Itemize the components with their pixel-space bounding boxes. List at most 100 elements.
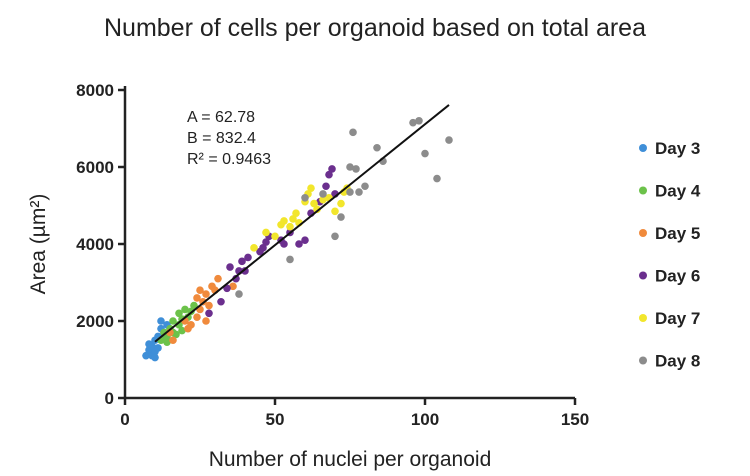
data-point: [280, 217, 288, 225]
legend-label: Day 8: [655, 352, 700, 371]
data-point: [301, 194, 309, 202]
legend-label: Day 3: [655, 139, 700, 158]
data-point: [202, 290, 210, 298]
data-point: [286, 222, 294, 231]
data-point: [214, 274, 222, 283]
data-point: [295, 240, 303, 248]
data-point: [163, 338, 171, 346]
legend-label: Day 7: [655, 309, 700, 328]
data-point: [361, 182, 369, 191]
y-tick-label: 2000: [76, 312, 114, 331]
series-day-7: [250, 184, 351, 252]
legend-label: Day 4: [655, 182, 701, 201]
data-point: [169, 336, 177, 345]
data-point: [232, 274, 240, 283]
y-tick-label: 8000: [76, 81, 114, 100]
data-point: [331, 232, 339, 241]
y-tick-label: 0: [105, 389, 114, 408]
data-point: [187, 321, 195, 329]
data-point: [349, 128, 357, 137]
annotation-line: B = 832.4: [187, 130, 256, 147]
data-point: [202, 317, 210, 325]
data-point: [409, 118, 417, 127]
data-point: [145, 340, 153, 348]
data-point: [322, 182, 330, 191]
data-point: [337, 199, 345, 208]
data-point: [226, 263, 234, 271]
data-point: [301, 236, 309, 244]
data-point: [310, 199, 318, 208]
data-point: [286, 255, 294, 264]
chart-title: Number of cells per organoid based on to…: [104, 14, 646, 42]
data-point: [241, 267, 249, 275]
y-tick-label: 4000: [76, 235, 114, 254]
legend-label: Day 5: [655, 224, 700, 243]
data-point: [433, 174, 441, 183]
data-point: [175, 309, 183, 318]
data-point: [328, 165, 336, 173]
x-tick-label: 0: [120, 410, 129, 429]
data-point: [319, 190, 327, 198]
series-day-6: [205, 165, 339, 318]
ticks: 0 2000 4000 6000 8000 0 50 100 150: [76, 81, 589, 429]
data-point: [262, 238, 270, 246]
data-point: [415, 117, 423, 125]
legend-marker: [639, 356, 647, 365]
data-point: [259, 244, 267, 252]
data-point: [196, 286, 204, 295]
axes: [123, 86, 575, 400]
data-point: [157, 317, 165, 325]
data-point: [355, 188, 363, 196]
legend-marker: [639, 144, 647, 152]
data-point: [325, 170, 333, 179]
data-point: [289, 215, 297, 223]
data-point: [421, 149, 429, 158]
data-point: [445, 136, 453, 144]
data-point: [331, 207, 339, 216]
data-point: [373, 143, 381, 152]
y-axis-label: Area (µm²): [27, 194, 50, 295]
annotation-line: R² = 0.9463: [187, 151, 271, 168]
data-point: [169, 317, 177, 325]
data-point: [154, 344, 162, 352]
series-day-8: [235, 117, 453, 298]
data-point: [346, 163, 354, 171]
data-point: [235, 290, 243, 298]
data-point: [190, 301, 198, 310]
data-point: [271, 232, 279, 241]
x-tick-label: 100: [411, 410, 439, 429]
data-point: [178, 326, 186, 335]
x-axis-label: Number of nuclei per organoid: [209, 448, 492, 471]
annotation-line: A = 62.78: [187, 109, 255, 126]
legend-marker: [639, 186, 647, 195]
legend-label: Day 6: [655, 267, 700, 286]
data-point: [193, 294, 201, 302]
data-point: [250, 244, 258, 252]
data-point: [262, 228, 270, 237]
data-point: [313, 205, 321, 214]
data-point: [346, 188, 354, 196]
data-point: [181, 305, 189, 314]
data-point: [217, 297, 225, 306]
y-tick-label: 6000: [76, 158, 114, 177]
series-day-5: [166, 274, 237, 345]
data-point: [238, 257, 246, 266]
legend-marker: [639, 314, 647, 322]
x-tick-label: 150: [561, 410, 589, 429]
legend-marker: [639, 229, 647, 237]
data-point: [151, 353, 159, 362]
legend: Day 3 Day 4 Day 5 Day 6 Day 7 Day 8: [639, 139, 701, 371]
data-point: [205, 301, 213, 310]
data-point: [352, 165, 360, 173]
regression-line: [154, 104, 450, 343]
data-point: [292, 209, 300, 217]
data-point: [319, 195, 327, 204]
data-points: [142, 117, 453, 362]
data-point: [205, 309, 213, 318]
data-point: [280, 240, 288, 248]
regression-annotation: A = 62.78 B = 832.4 R² = 0.9463: [187, 109, 271, 168]
data-point: [229, 282, 237, 291]
x-tick-label: 50: [266, 410, 285, 429]
data-point: [307, 184, 315, 192]
